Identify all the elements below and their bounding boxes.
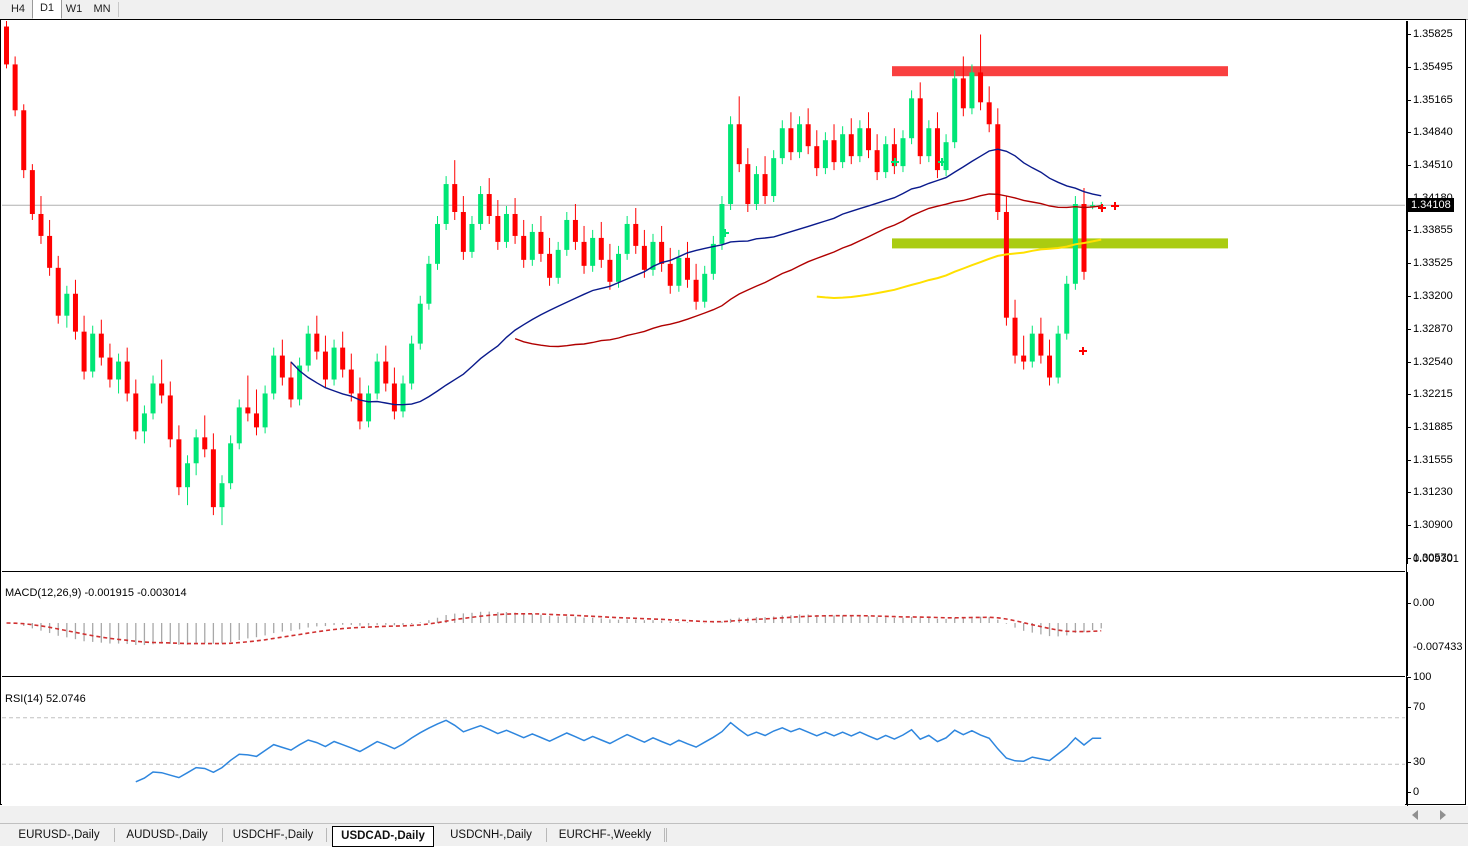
macd-tick-mark bbox=[1407, 603, 1411, 604]
price-tick-mark bbox=[1407, 525, 1411, 527]
price-tick-mark bbox=[1407, 459, 1411, 461]
symbol-tab-usdcad[interactable]: USDCAD-,Daily bbox=[332, 826, 434, 847]
price-tick-label: 1.31230 bbox=[1413, 486, 1453, 499]
price-tick-label: 1.33855 bbox=[1413, 224, 1453, 237]
scroll-right-icon[interactable] bbox=[1440, 810, 1446, 820]
symbol-tab-separator bbox=[546, 828, 547, 842]
price-tick-label: 1.30900 bbox=[1413, 519, 1453, 532]
price-tick-mark bbox=[1407, 263, 1411, 265]
macd-label: MACD(12,26,9) -0.001915 -0.003014 bbox=[5, 587, 187, 599]
current-price-label: 1.34108 bbox=[1408, 198, 1454, 213]
rsi-indicator-chart[interactable] bbox=[2, 676, 1405, 806]
rsi-tick-label: 100 bbox=[1413, 671, 1432, 683]
macd-tick-label: 0.00 bbox=[1413, 597, 1435, 609]
symbol-tab-separator bbox=[664, 828, 665, 842]
price-tick-mark bbox=[1407, 393, 1411, 395]
rsi-label: RSI(14) 52.0746 bbox=[5, 693, 86, 705]
symbol-tab-usdcnh[interactable]: USDCNH-,Daily bbox=[450, 829, 532, 841]
price-tick-mark bbox=[1407, 34, 1411, 35]
axis-pane-divider bbox=[1407, 677, 1408, 806]
timeframe-tab-h4[interactable]: H4 bbox=[10, 3, 26, 15]
symbol-tab-separator bbox=[326, 828, 327, 842]
timeframe-tab-mn[interactable]: MN bbox=[93, 3, 111, 15]
chart-frame: USDCAD-,Daily 1.34096 1.34144 1.34068 1.… bbox=[0, 19, 1466, 820]
price-tick-mark bbox=[1407, 295, 1411, 297]
price-tick-label: 1.32215 bbox=[1413, 387, 1453, 400]
axis-pane-divider bbox=[1407, 21, 1408, 564]
rsi-tick-mark bbox=[1407, 707, 1411, 708]
price-tick-label: 1.31555 bbox=[1413, 453, 1453, 466]
price-tick-mark bbox=[1407, 558, 1411, 559]
price-tick-label: 1.35495 bbox=[1413, 60, 1453, 73]
symbol-tab-audusd[interactable]: AUDUSD-,Daily bbox=[126, 829, 208, 841]
price-tick-mark bbox=[1407, 328, 1411, 330]
timeframe-tab-d1[interactable]: D1 bbox=[32, 0, 62, 19]
main-price-chart[interactable] bbox=[2, 21, 1405, 564]
rsi-tick-label: 30 bbox=[1413, 756, 1426, 768]
axis-pane-divider bbox=[1407, 572, 1408, 676]
price-tick-mark bbox=[1407, 361, 1411, 363]
price-tick-label: 1.32540 bbox=[1413, 355, 1453, 368]
price-tick-label: 1.35825 bbox=[1413, 28, 1453, 40]
horizontal-scrollbar[interactable] bbox=[0, 806, 1468, 824]
price-tick-mark bbox=[1407, 99, 1411, 101]
rsi-tick-label: 0 bbox=[1413, 786, 1420, 798]
macd-tick-label: -0.007433 bbox=[1413, 641, 1463, 653]
tab-separator bbox=[118, 2, 119, 17]
macd-indicator-chart[interactable] bbox=[2, 571, 1405, 676]
price-tick-mark bbox=[1407, 426, 1411, 428]
candlestick-series bbox=[4, 21, 1104, 526]
macd-tick-label: 0.009301 bbox=[1413, 553, 1459, 565]
value-axis[interactable]: 1.35825 1.35495 1.35165 1.34840 1.34510 1.341… bbox=[1406, 21, 1465, 806]
symbol-tab-separator bbox=[666, 828, 667, 842]
symbol-tab-eurchf[interactable]: EURCHF-,Weekly bbox=[558, 829, 652, 841]
timeframe-tab-w1[interactable]: W1 bbox=[65, 3, 83, 15]
price-tick-mark bbox=[1407, 165, 1411, 167]
rsi-tick-label: 70 bbox=[1413, 701, 1426, 713]
rsi-tick-mark bbox=[1407, 677, 1411, 678]
symbol-tab-usdchf[interactable]: USDCHF-,Daily bbox=[232, 829, 314, 841]
price-tick-label: 1.34510 bbox=[1413, 159, 1453, 172]
rsi-tick-mark bbox=[1407, 762, 1411, 763]
symbol-tab-separator bbox=[222, 828, 223, 842]
price-tick-label: 1.35165 bbox=[1413, 93, 1453, 106]
price-tick-mark bbox=[1407, 132, 1411, 134]
price-tick-label: 1.34840 bbox=[1413, 126, 1453, 139]
timeframe-tab-bar: H4 D1 W1 MN bbox=[0, 0, 1468, 20]
symbol-tab-separator bbox=[114, 828, 115, 842]
scroll-left-icon[interactable] bbox=[1412, 810, 1418, 820]
price-tick-label: 1.30570 bbox=[1413, 552, 1453, 564]
price-tick-label: 1.32870 bbox=[1413, 322, 1453, 335]
price-tick-label: 1.31885 bbox=[1413, 420, 1453, 433]
price-tick-mark bbox=[1407, 492, 1411, 494]
price-tick-label: 1.33525 bbox=[1413, 257, 1453, 270]
rsi-tick-mark bbox=[1407, 792, 1411, 793]
price-tick-mark bbox=[1407, 230, 1411, 232]
price-tick-label: 1.33200 bbox=[1413, 289, 1453, 302]
price-tick-mark bbox=[1407, 66, 1411, 68]
symbol-tab-bar: EURUSD-,Daily AUDUSD-,Daily USDCHF-,Daily U… bbox=[0, 823, 1468, 847]
symbol-tab-eurusd[interactable]: EURUSD-,Daily bbox=[18, 829, 100, 841]
